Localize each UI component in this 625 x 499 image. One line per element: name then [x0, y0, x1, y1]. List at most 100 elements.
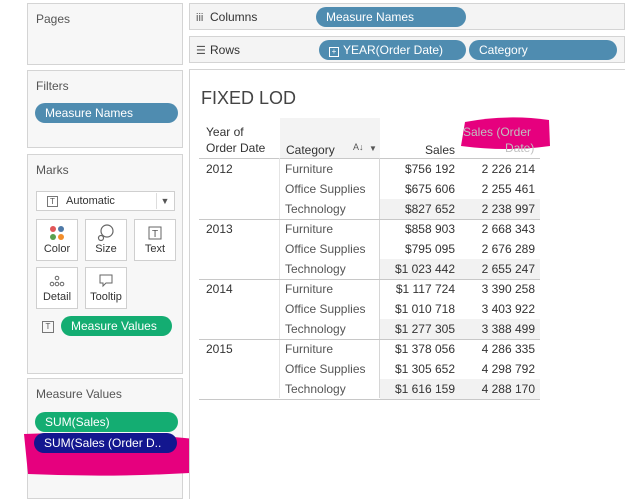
measure-values-title: Measure Values: [36, 387, 122, 401]
group-divider: [199, 279, 540, 280]
category-cell: Office Supplies: [285, 182, 366, 196]
columns-shelf-label-wrap: iii Columns: [196, 10, 257, 24]
group-divider: [199, 399, 540, 400]
header-category-cell: [280, 118, 380, 158]
filter-pill-measure-names[interactable]: Measure Names: [35, 103, 178, 123]
category-cell: Furniture: [285, 222, 334, 236]
expand-plus-icon: +: [329, 47, 339, 57]
sort-az-icon[interactable]: A↓: [353, 142, 364, 152]
rows-icon: ☰: [196, 45, 206, 57]
color-icon: [37, 223, 77, 243]
measure-pill-sum-sales[interactable]: SUM(Sales): [35, 412, 178, 432]
size-button[interactable]: Size: [85, 219, 127, 261]
size-icon: [86, 223, 126, 243]
category-cell: Technology: [285, 322, 346, 336]
sales-order-cell: 2 676 289: [481, 242, 535, 256]
text-button[interactable]: T Text: [134, 219, 176, 261]
viz-area: FIXED LOD: [189, 69, 625, 499]
pages-title: Pages: [36, 12, 71, 26]
row-band: [380, 259, 540, 279]
category-cell: Technology: [285, 262, 346, 276]
category-cell: Furniture: [285, 342, 334, 356]
detail-label: Detail: [42, 291, 72, 303]
year-label: 2012: [206, 162, 233, 176]
sales-cell: $1 616 159: [394, 382, 455, 396]
sales-order-cell: 3 388 499: [481, 322, 535, 336]
sales-order-cell: 2 238 997: [481, 202, 535, 216]
sales-cell: $827 652: [404, 202, 455, 216]
columns-shelf: iii Columns Measure Names: [189, 3, 625, 30]
group-divider: [199, 339, 540, 340]
sales-cell: $1 023 442: [394, 262, 455, 276]
category-cell: Technology: [285, 382, 346, 396]
sales-order-cell: 2 655 247: [481, 262, 535, 276]
sales-cell: $1 277 305: [394, 322, 455, 336]
size-label: Size: [95, 243, 117, 255]
text-icon: T: [135, 223, 175, 243]
category-cell: Office Supplies: [285, 302, 366, 316]
sales-order-cell: 3 403 922: [481, 302, 535, 316]
marks-pane: Marks T Automatic ▼ Color Size T Text De…: [27, 154, 183, 374]
year-label: 2013: [206, 222, 233, 236]
sales-order-cell: 4 286 335: [481, 342, 535, 356]
header-year-line1: Year of: [206, 125, 244, 139]
sales-order-cell: 2 255 461: [481, 182, 535, 196]
mark-type-dropdown[interactable]: T Automatic ▼: [36, 191, 175, 211]
dropdown-arrow-icon[interactable]: ▼: [369, 144, 377, 153]
automatic-mark-icon: T: [47, 196, 58, 207]
group-divider: [199, 219, 540, 220]
filters-title: Filters: [36, 79, 69, 93]
viz-title: FIXED LOD: [201, 88, 297, 108]
text-label: Text: [144, 243, 166, 255]
row-band: [380, 199, 540, 219]
chevron-down-icon: ▼: [156, 193, 173, 209]
sales-order-cell: 4 298 792: [481, 362, 535, 376]
color-label: Color: [43, 243, 71, 255]
columns-icon: iii: [196, 12, 204, 24]
rows-label: Rows: [210, 43, 241, 57]
header-sales-order-line2: Date): [505, 141, 535, 155]
detail-button[interactable]: Detail: [36, 267, 78, 309]
filters-pane: Filters Measure Names: [27, 70, 183, 148]
rows-pill-year-order-date[interactable]: + YEAR(Order Date): [319, 40, 466, 60]
sales-cell: $858 903: [404, 222, 455, 236]
sales-cell: $1 010 718: [394, 302, 455, 316]
sales-column-divider: [379, 158, 380, 398]
measure-pill-sum-sales-order-date-overlay[interactable]: SUM(Sales (Order D..: [34, 433, 177, 453]
sales-cell: $1 117 724: [395, 282, 455, 296]
sales-order-cell: 2 668 343: [481, 222, 535, 236]
detail-icon: [37, 271, 77, 291]
rows-pill-year-label: YEAR(Order Date): [343, 43, 444, 57]
tooltip-icon: [86, 271, 126, 291]
rows-shelf: ☰ Rows + YEAR(Order Date) Category: [189, 36, 625, 63]
row-band: [380, 319, 540, 339]
sales-cell: $756 192: [404, 162, 455, 176]
category-cell: Furniture: [285, 162, 334, 176]
sales-cell: $1 305 652: [394, 362, 455, 376]
svg-text:T: T: [152, 229, 158, 240]
sales-cell: $795 095: [404, 242, 455, 256]
row-band: [380, 379, 540, 399]
header-category: Category: [286, 143, 335, 157]
color-button[interactable]: Color: [36, 219, 78, 261]
rows-pill-category[interactable]: Category: [469, 40, 617, 60]
tooltip-button[interactable]: Tooltip: [85, 267, 127, 309]
rows-shelf-label-wrap: ☰ Rows: [196, 43, 240, 57]
category-cell: Office Supplies: [285, 362, 366, 376]
category-cell: Furniture: [285, 282, 334, 296]
tooltip-label: Tooltip: [90, 291, 122, 303]
sales-cell: $1 378 056: [394, 342, 455, 356]
category-cell: Office Supplies: [285, 242, 366, 256]
mark-type-label: Automatic: [66, 195, 115, 207]
sales-order-cell: 2 226 214: [481, 162, 535, 176]
text-encoding-icon: T: [42, 321, 54, 333]
header-divider: [199, 158, 540, 159]
year-label: 2014: [206, 282, 233, 296]
highlight-stroke-header: [461, 117, 550, 149]
sales-order-cell: 4 288 170: [481, 382, 535, 396]
columns-label: Columns: [210, 10, 258, 24]
columns-pill-measure-names[interactable]: Measure Names: [316, 7, 466, 27]
header-sales: Sales: [425, 143, 456, 157]
marks-field-measure-values[interactable]: Measure Values: [61, 316, 172, 336]
header-year-line2: Order Date: [206, 141, 266, 155]
